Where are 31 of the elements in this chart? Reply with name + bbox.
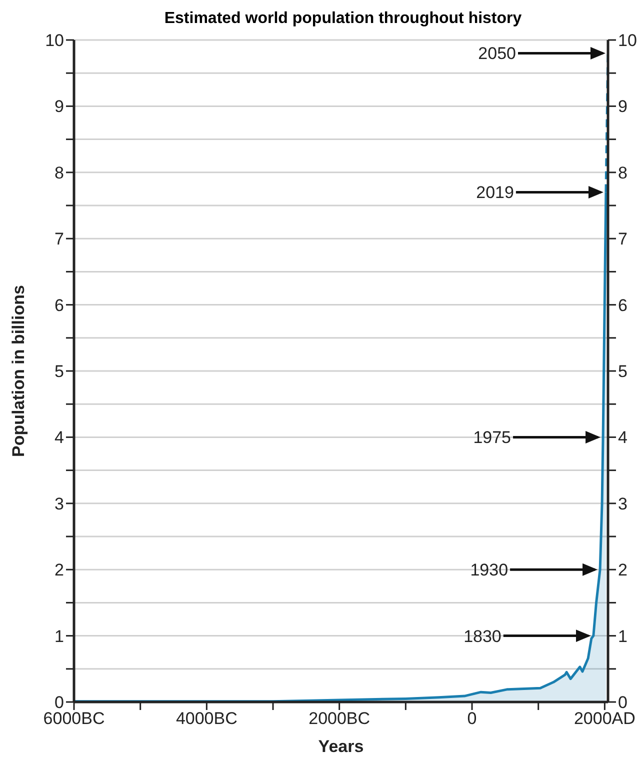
y2-tick-label: 3 <box>618 494 628 514</box>
y2-tick-label: 6 <box>618 296 628 315</box>
annotation: 1975 <box>473 428 512 448</box>
y2-tick-label: 7 <box>618 230 628 249</box>
annotation: 1830 <box>464 626 502 646</box>
y-tick-label: 3 <box>54 494 64 514</box>
annotation: 2050 <box>478 44 516 64</box>
x-tick-label: 2000BC <box>308 709 370 728</box>
y-tick-label: 7 <box>54 230 64 249</box>
y-tick-label: 1 <box>54 626 64 646</box>
y2-tick-label: 9 <box>618 97 628 116</box>
x-axis-title: Years <box>318 737 364 756</box>
y-axis-title: Population in billions <box>9 285 28 457</box>
y-tick-label: 4 <box>54 428 64 448</box>
annotation: 2019 <box>476 183 514 202</box>
x-tick-label: 0 <box>467 709 477 728</box>
y2-tick-label: 8 <box>618 163 628 182</box>
y-tick-label: 8 <box>54 163 64 182</box>
y-tick-label: 6 <box>54 296 64 315</box>
y2-tick-label: 4 <box>618 428 628 448</box>
chart-title: Estimated world population throughout history <box>164 10 522 27</box>
y2-tick-label: 5 <box>618 362 628 382</box>
y-tick-label: 10 <box>45 31 64 50</box>
y-tick-label: 2 <box>54 560 64 580</box>
x-tick-label: 4000BC <box>176 709 238 728</box>
y-tick-label: 9 <box>54 97 64 116</box>
y2-tick-label: 2 <box>618 560 628 580</box>
annotation: 1930 <box>470 560 508 580</box>
y2-tick-label: 10 <box>618 31 637 50</box>
y-tick-label: 5 <box>54 362 64 382</box>
y2-tick-label: 1 <box>618 626 628 646</box>
